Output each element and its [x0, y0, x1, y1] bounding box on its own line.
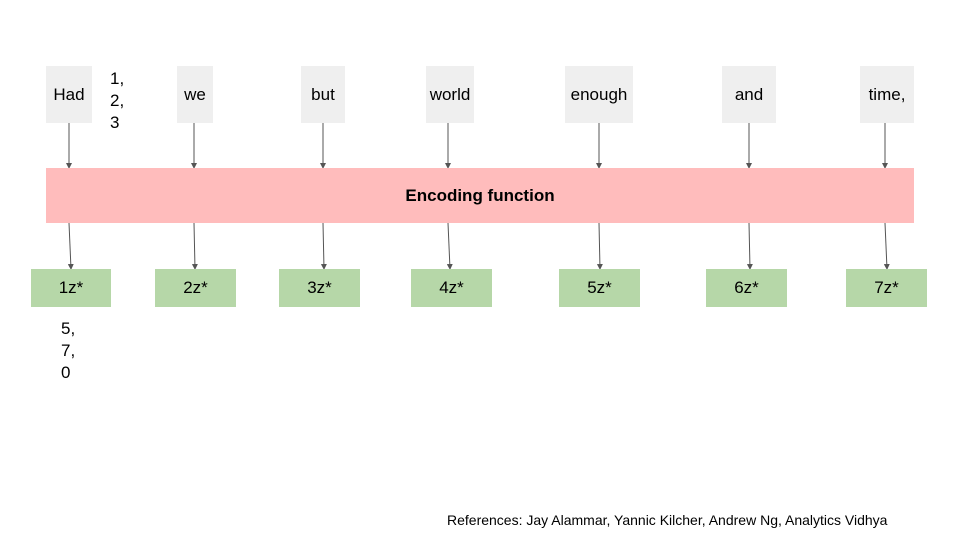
word-label: and [734, 84, 764, 104]
output-label: 6z* [734, 278, 759, 297]
output-box-6: 6z* [706, 269, 787, 307]
word-label: enough [570, 84, 628, 104]
word-label: we [184, 84, 206, 104]
vector-value: 5, [61, 319, 76, 338]
word-box-but: but [301, 66, 345, 123]
vector-value: 2, [110, 91, 125, 110]
encoding-function-bar: Encoding function [46, 168, 914, 223]
output-box-5: 5z* [559, 269, 640, 307]
word-box-had: Had [46, 66, 92, 123]
arrow-output-3 [320, 222, 327, 270]
arrow-output-5 [596, 222, 603, 270]
output-label: 5z* [587, 278, 612, 297]
arrow-output-4 [446, 222, 453, 270]
output-box-2: 2z* [155, 269, 236, 307]
word-label: Had [53, 84, 85, 104]
word-box-world: world [426, 66, 474, 123]
arrow-output-1 [67, 222, 74, 270]
vector-value: 3 [110, 113, 120, 132]
output-box-4: 4z* [411, 269, 492, 307]
output-box-3: 3z* [279, 269, 360, 307]
output-vector: 5, 7, 0 [61, 318, 75, 384]
arrow-output-2 [191, 222, 198, 270]
word-box-and: and [722, 66, 776, 123]
encoding-function-label: Encoding function [405, 185, 555, 205]
output-label: 4z* [439, 278, 464, 297]
word-box-enough: enough [565, 66, 633, 123]
arrow-output-7 [883, 222, 890, 270]
vector-value: 7, [61, 341, 76, 360]
word-label: time, [868, 84, 906, 104]
vector-value: 0 [61, 363, 71, 382]
output-label: 3z* [307, 278, 332, 297]
arrow-output-6 [746, 222, 753, 270]
output-label: 7z* [874, 278, 899, 297]
output-label: 1z* [58, 278, 84, 297]
output-label: 2z* [183, 278, 208, 297]
output-box-1: 1z* [31, 269, 111, 307]
word-box-time: time, [860, 66, 914, 123]
input-vector: 1, 2, 3 [110, 68, 124, 134]
vector-value: 1, [110, 69, 125, 88]
word-box-we: we [177, 66, 213, 123]
word-label: but [311, 84, 335, 104]
output-box-7: 7z* [846, 269, 927, 307]
word-label: world [429, 84, 471, 104]
references-text: References: Jay Alammar, Yannic Kilcher,… [447, 512, 888, 528]
